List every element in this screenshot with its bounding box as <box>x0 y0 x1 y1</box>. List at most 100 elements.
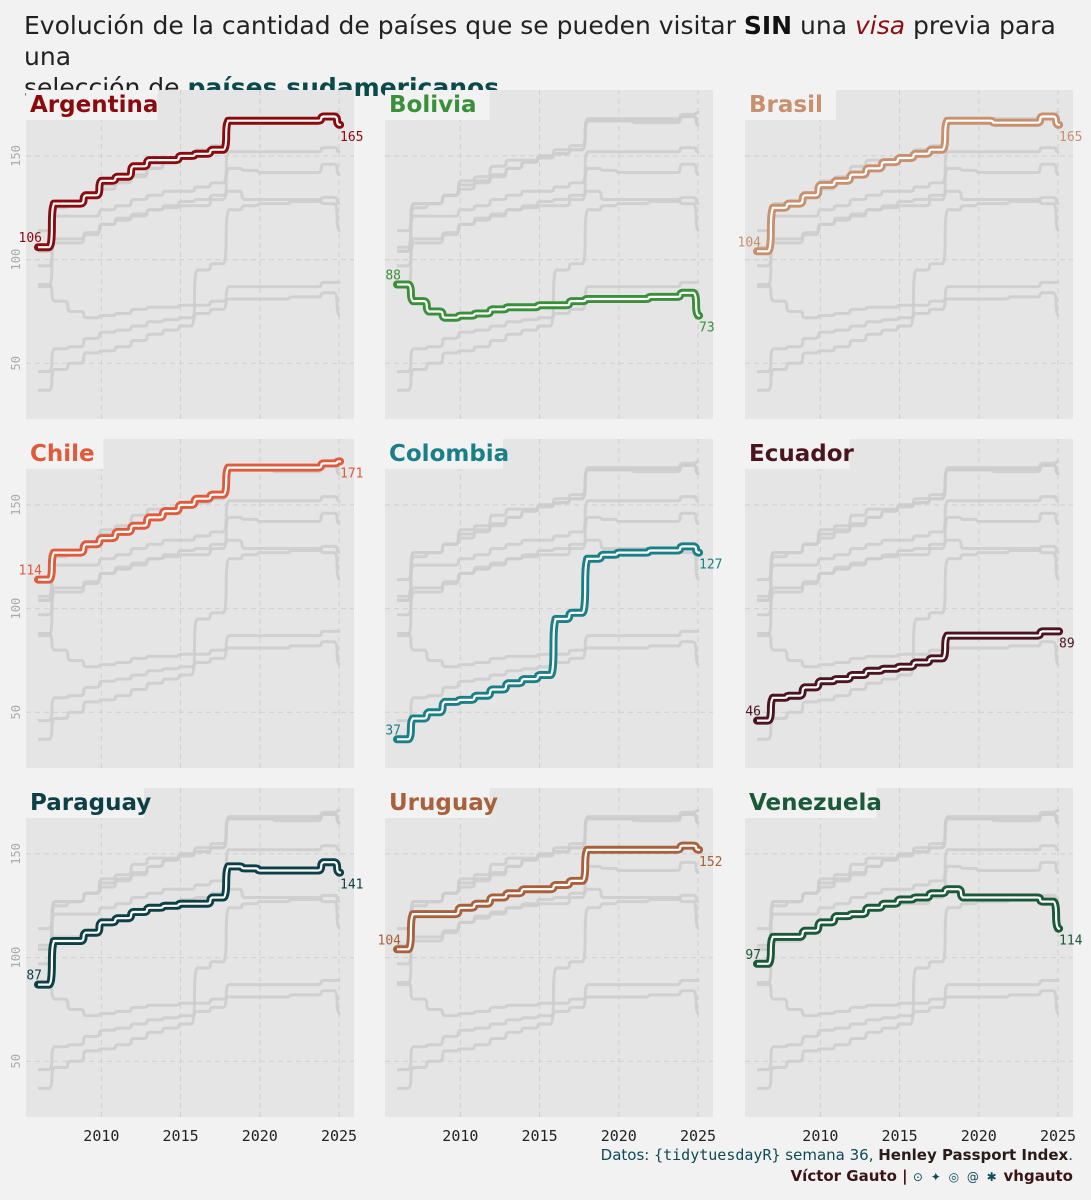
panel-bg-bolivia <box>385 90 713 419</box>
panel-title-bg-bolivia <box>385 90 490 120</box>
end-label-brasil: 165 <box>1059 130 1082 145</box>
panel-bg-venezuela <box>745 788 1073 1117</box>
series-line-inner-bolivia <box>397 283 701 319</box>
x-tick-label-uruguay: 2025 <box>680 1127 716 1145</box>
end-label-argentina: 165 <box>340 130 363 145</box>
bg-line-ecuador <box>38 280 341 374</box>
panel-argentina: Argentina 106 165 50 100 150 <box>9 90 363 419</box>
bg-line-chile <box>757 459 1060 582</box>
panel-title-brasil: Brasil <box>749 92 823 118</box>
bg-line-chile <box>397 110 700 233</box>
end-label-bolivia: 73 <box>699 321 715 336</box>
bg-line-chile <box>397 459 700 582</box>
caption-handle: vhgauto <box>1003 1167 1073 1185</box>
bg-line-paraguay <box>397 511 700 638</box>
panel-bg-paraguay <box>26 788 354 1117</box>
start-label-bolivia: 88 <box>385 268 401 283</box>
bg-line-colombia <box>757 544 1060 741</box>
panel-bolivia: Bolivia 88 73 <box>385 90 715 419</box>
bg-line-ecuador <box>757 280 1060 374</box>
series-line-inner-paraguay <box>38 861 342 986</box>
y-tick-label-chile: 100 <box>9 598 23 620</box>
bg-line-uruguay <box>757 495 1060 602</box>
end-label-paraguay: 141 <box>340 878 363 893</box>
bg-line-ecuador <box>38 978 341 1072</box>
title-sin: SIN <box>743 11 793 40</box>
panel-bg-colombia <box>385 439 713 768</box>
title-text-3: previa para una <box>24 11 1056 71</box>
caption-author: Víctor Gauto <box>790 1167 897 1185</box>
panel-title-bg-argentina <box>26 90 158 120</box>
bg-line-paraguay <box>38 162 341 289</box>
caption-datos: Datos: <box>600 1146 655 1164</box>
y-tick-label-argentina: 50 <box>9 356 23 370</box>
panel-uruguay: Uruguay 104 152 2010 2015 2020 2025 <box>378 788 722 1145</box>
x-tick-label-uruguay: 2015 <box>522 1127 558 1145</box>
bg-line-paraguay <box>757 162 1060 289</box>
start-label-ecuador: 46 <box>745 705 761 720</box>
bg-line-colombia <box>757 195 1060 392</box>
panel-paraguay: Paraguay 87 141 50 100 150 2010 2015 2020 2025 <box>9 788 363 1145</box>
title-visa: visa <box>854 11 906 40</box>
social-icons: ⊙ ✦ ◎ @ ✱ <box>912 1170 999 1184</box>
x-tick-label-venezuela: 2010 <box>802 1127 838 1145</box>
panel-colombia: Colombia 37 127 <box>385 439 722 768</box>
end-label-venezuela: 114 <box>1059 934 1083 949</box>
caption-source: {tidytuesdayR} <box>654 1146 781 1164</box>
start-label-argentina: 106 <box>19 231 42 246</box>
bg-line-paraguay <box>397 162 700 289</box>
x-tick-label-venezuela: 2025 <box>1040 1127 1076 1145</box>
series-line-inner-venezuela <box>757 888 1061 965</box>
end-label-chile: 171 <box>340 466 363 481</box>
y-tick-label-chile: 150 <box>9 494 23 516</box>
end-label-uruguay: 152 <box>699 855 722 870</box>
bg-line-colombia <box>397 893 700 1090</box>
panel-bg-argentina <box>26 90 354 419</box>
bg-line-colombia <box>38 195 341 392</box>
bg-line-ecuador <box>757 978 1060 1072</box>
panel-venezuela: Venezuela 97 114 2010 2015 2020 2025 <box>745 788 1083 1145</box>
caption-dot: . <box>1068 1146 1073 1164</box>
bg-line-ecuador <box>38 629 341 723</box>
caption-separator: | <box>896 1167 913 1185</box>
panel-bg-chile <box>26 439 354 768</box>
bg-line-venezuela <box>397 887 700 966</box>
panel-title-bg-paraguay <box>26 788 144 818</box>
start-label-colombia: 37 <box>385 723 401 738</box>
x-tick-label-uruguay: 2010 <box>442 1127 478 1145</box>
bg-line-paraguay <box>757 511 1060 638</box>
caption: Datos: {tidytuesdayR} semana 36, Henley … <box>601 1145 1073 1188</box>
end-label-colombia: 127 <box>699 558 722 573</box>
caption-index: Henley Passport Index <box>878 1146 1069 1164</box>
caption-semana: semana 36, <box>780 1146 879 1164</box>
bg-line-uruguay <box>757 844 1060 951</box>
bg-line-uruguay <box>397 146 700 253</box>
series-line-inner-brasil <box>757 115 1061 253</box>
bg-line-paraguay <box>38 511 341 638</box>
start-label-chile: 114 <box>19 564 43 579</box>
bg-line-venezuela <box>38 538 341 617</box>
x-tick-label-paraguay: 2025 <box>321 1127 357 1145</box>
x-tick-label-paraguay: 2010 <box>83 1127 119 1145</box>
bg-line-colombia <box>38 544 341 741</box>
bg-line-colombia <box>38 893 341 1090</box>
bg-line-chile <box>38 808 341 931</box>
series-line-inner-colombia <box>397 545 701 741</box>
bg-line-ecuador <box>397 280 700 374</box>
panel-bg-ecuador <box>745 439 1073 768</box>
bg-line-uruguay <box>397 495 700 602</box>
panel-ecuador: Ecuador 46 89 <box>745 439 1075 768</box>
series-line-inner-chile <box>38 460 342 581</box>
panel-title-argentina: Argentina <box>30 92 158 118</box>
panel-title-paraguay: Paraguay <box>30 790 151 816</box>
y-tick-label-argentina: 150 <box>9 145 23 167</box>
start-label-uruguay: 104 <box>378 933 402 948</box>
panel-title-venezuela: Venezuela <box>749 790 882 816</box>
bg-line-venezuela <box>397 189 700 268</box>
panel-title-bg-chile <box>26 439 104 469</box>
bg-line-venezuela <box>757 189 1060 268</box>
panel-bg-brasil <box>745 90 1073 419</box>
bg-line-chile <box>397 808 700 931</box>
bg-line-venezuela <box>38 189 341 268</box>
